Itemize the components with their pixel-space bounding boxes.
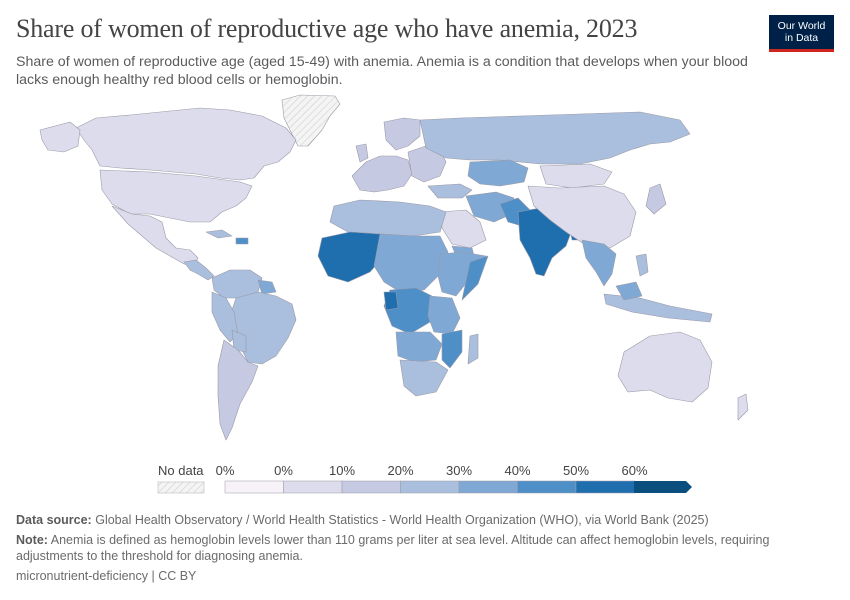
logo-line-2: in Data: [784, 32, 819, 44]
map-legend: No data 0% 0% 10% 20% 30% 40% 50% 60%: [157, 463, 692, 494]
legend-tick-label: 50%: [563, 463, 589, 478]
chart-subtitle: Share of women of reproductive age (aged…: [16, 54, 748, 88]
chart-title: Share of women of reproductive age who h…: [16, 14, 638, 43]
footer: Data source: Global Health Observatory /…: [16, 512, 816, 588]
region-australia[interactable]: [617, 331, 713, 403]
region-borneo[interactable]: [615, 281, 643, 301]
region-hispaniola[interactable]: [235, 237, 249, 245]
region-mainland-se-asia[interactable]: [581, 239, 617, 287]
region-mexico[interactable]: [111, 205, 199, 267]
region-mozambique[interactable]: [441, 329, 463, 369]
region-central-america[interactable]: [183, 259, 215, 281]
data-source: Data source: Global Health Observatory /…: [16, 512, 816, 528]
note-text: Anemia is defined as hemoglobin levels l…: [16, 533, 770, 563]
legend-tick-label: 0%: [216, 463, 235, 478]
legend-bin[interactable]: [341, 480, 401, 494]
note: Note: Anemia is defined as hemoglobin le…: [16, 532, 816, 564]
region-madagascar[interactable]: [467, 333, 479, 365]
owid-logo[interactable]: Our World in Data: [769, 15, 834, 52]
legend-no-data-label: No data: [158, 463, 204, 478]
logo-line-1: Our World: [777, 20, 826, 32]
legend-tick-label: 40%: [504, 463, 530, 478]
legend-bin[interactable]: [517, 480, 577, 494]
region-philippines[interactable]: [635, 253, 649, 277]
world-map: [39, 94, 749, 441]
region-uk[interactable]: [355, 143, 369, 163]
legend-bin[interactable]: [575, 480, 635, 494]
legend-tick-label: 10%: [329, 463, 355, 478]
region-alaska[interactable]: [39, 121, 81, 153]
region-angola-zambia[interactable]: [395, 331, 443, 363]
note-label: Note:: [16, 533, 48, 547]
region-sahel-west-africa[interactable]: [317, 231, 385, 283]
region-argentina-chile[interactable]: [217, 339, 259, 441]
region-cuba[interactable]: [205, 229, 233, 239]
region-turkey[interactable]: [427, 183, 473, 199]
region-indonesia[interactable]: [603, 293, 713, 323]
region-canada[interactable]: [75, 107, 297, 181]
region-guianas[interactable]: [257, 279, 277, 295]
region-japan[interactable]: [645, 183, 667, 215]
data-source-text[interactable]: Global Health Observatory / World Health…: [95, 513, 709, 527]
legend-tick-label: 30%: [446, 463, 472, 478]
legend-bin[interactable]: [283, 480, 343, 494]
legend-bin[interactable]: [224, 480, 284, 494]
legend-bin[interactable]: [458, 480, 518, 494]
region-new-zealand[interactable]: [737, 393, 749, 421]
region-brazil[interactable]: [231, 291, 297, 365]
legend-arrow: [634, 481, 692, 493]
legend-bin[interactable]: [400, 480, 460, 494]
region-greenland[interactable]: [281, 94, 341, 147]
region-north-africa[interactable]: [329, 199, 447, 237]
region-usa[interactable]: [99, 169, 253, 223]
data-source-label: Data source:: [16, 513, 92, 527]
license[interactable]: micronutrient-deficiency | CC BY: [16, 569, 197, 583]
region-east-africa[interactable]: [427, 295, 461, 335]
region-southern-africa[interactable]: [399, 359, 449, 397]
region-saudi-arabia[interactable]: [439, 209, 487, 249]
legend-no-data-swatch[interactable]: [157, 481, 205, 494]
legend-tick-label: 20%: [387, 463, 413, 478]
region-gabon[interactable]: [383, 291, 399, 311]
region-central-africa[interactable]: [373, 233, 449, 293]
region-somalia[interactable]: [461, 255, 489, 301]
region-russia[interactable]: [419, 111, 691, 165]
legend-tick-label: 60%: [621, 463, 647, 478]
region-china[interactable]: [527, 185, 637, 249]
region-scandinavia[interactable]: [383, 117, 421, 151]
region-kazakhstan[interactable]: [467, 159, 529, 187]
legend-tick-label: 0%: [274, 463, 293, 478]
region-mongolia[interactable]: [539, 163, 613, 189]
region-bolivia[interactable]: [231, 329, 247, 353]
